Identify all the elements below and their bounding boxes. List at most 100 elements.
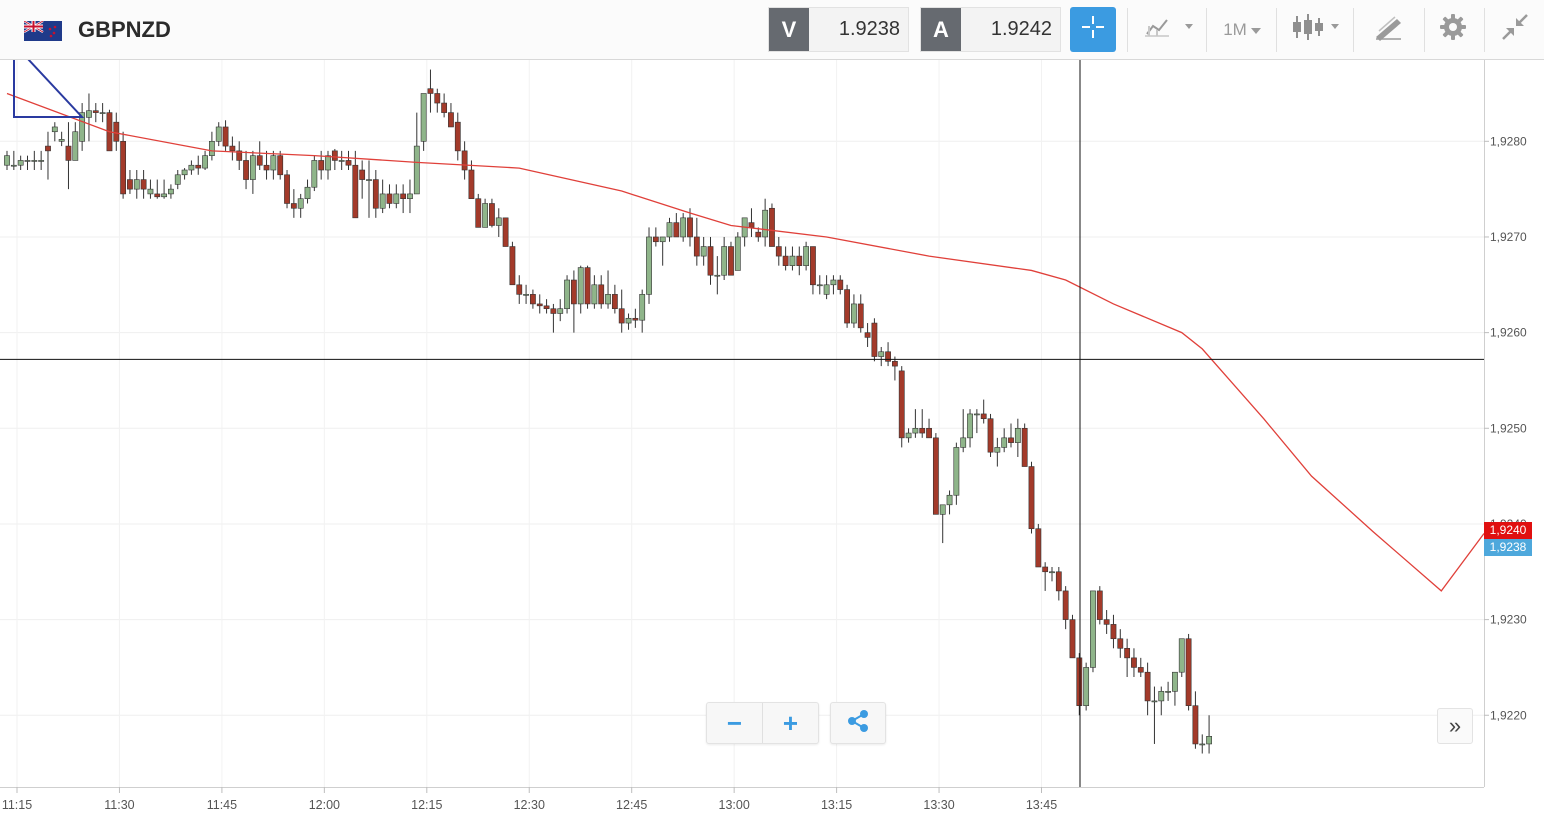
candle-up: [325, 155, 331, 171]
toolbar-divider: [1424, 8, 1425, 52]
candle-down: [598, 284, 605, 305]
price-tick-label: 1,9230: [1490, 613, 1527, 627]
candle-up: [86, 110, 92, 118]
candle-up: [51, 126, 58, 133]
candle-down: [277, 155, 284, 176]
candle-down: [461, 150, 468, 171]
candle-up: [953, 447, 960, 496]
candle-up: [482, 203, 488, 228]
candle-up: [714, 274, 721, 277]
candle-up: [878, 351, 885, 357]
price-axis: 1,92801,92701,92601,92501,92401,92301,92…: [1484, 134, 1527, 722]
candle-up: [209, 141, 215, 156]
candle-down: [693, 236, 700, 257]
candle-down: [652, 236, 659, 243]
toolbar-divider: [1127, 8, 1128, 52]
minus-icon: −: [726, 707, 743, 738]
candle-up: [202, 155, 208, 169]
candle-down: [256, 155, 263, 166]
candle-down: [441, 102, 448, 113]
share-button[interactable]: [830, 702, 886, 744]
zoom-in-button[interactable]: +: [762, 703, 818, 743]
candle-up: [577, 267, 584, 305]
candle-down: [728, 246, 734, 276]
candle-down: [844, 289, 850, 324]
candle-up: [133, 179, 140, 190]
candle-down: [1110, 624, 1117, 640]
candle-up: [1083, 667, 1090, 706]
candle-up: [523, 294, 529, 296]
collapse-icon: [1500, 12, 1530, 47]
chevron-down-icon: [1250, 21, 1261, 39]
candle-up: [905, 432, 912, 439]
triangle-drawing[interactable]: [13, 60, 85, 118]
candle-up: [147, 188, 154, 195]
sell-price: 1.9238: [838, 18, 900, 40]
zoom-out-button[interactable]: −: [707, 703, 762, 743]
gb-nz-flag-icon: [23, 20, 62, 41]
candle-down: [543, 305, 550, 310]
settings-button[interactable]: [1430, 7, 1476, 52]
scroll-to-latest-button[interactable]: »: [1437, 708, 1473, 744]
timeframe-value: 1M: [1223, 19, 1247, 39]
candle-down: [284, 174, 290, 204]
candle-down: [475, 198, 482, 228]
timeframe-button[interactable]: 1M: [1212, 7, 1272, 52]
candle-down: [707, 246, 714, 276]
sell-quote-button[interactable]: V 1.9238: [768, 7, 909, 52]
candle-up: [762, 209, 769, 238]
double-chevron-right-icon: »: [1448, 713, 1462, 738]
time-tick-label: 12:45: [616, 798, 647, 812]
candle-down: [290, 203, 297, 209]
candle-down: [195, 164, 202, 169]
toolbar-divider: [1484, 8, 1485, 52]
sell-price-tag: 1,9238: [1484, 539, 1532, 556]
fullscreen-button[interactable]: [1492, 7, 1538, 52]
time-tick-label: 13:45: [1026, 798, 1057, 812]
candle-down: [1021, 427, 1028, 467]
candle-up: [1199, 743, 1206, 746]
candle-down: [154, 193, 161, 198]
candle-down: [673, 222, 680, 238]
candle-up: [625, 317, 632, 324]
candlestick-series: [4, 69, 1212, 754]
candle-down: [1117, 638, 1124, 649]
price-chart[interactable]: 1,9280 1,9270 1,9260 1,9250 1,9240 1,9230 1,92…: [0, 60, 1544, 829]
candlestick-icon: [1289, 12, 1341, 47]
candle-down: [1144, 671, 1151, 702]
candle-up: [38, 160, 45, 162]
candle-up: [967, 413, 973, 439]
time-tick-label: 13:30: [923, 798, 954, 812]
candle-down: [871, 322, 878, 357]
candle-up: [816, 284, 823, 287]
chart-type-button[interactable]: [1284, 7, 1346, 52]
candle-down: [434, 93, 441, 104]
candle-down: [755, 231, 762, 238]
candle-up: [946, 494, 953, 506]
crosshair-button[interactable]: [1070, 7, 1116, 52]
drawing-tools-button[interactable]: [1362, 7, 1416, 52]
candle-down: [1137, 667, 1144, 673]
candle-up: [72, 131, 79, 161]
candle-down: [1076, 657, 1083, 706]
candle-down: [1192, 705, 1199, 745]
candle-down: [570, 279, 577, 305]
candle-down: [611, 294, 618, 310]
candle-up: [10, 164, 17, 167]
zoom-controls: − +: [706, 702, 819, 744]
candle-up: [366, 179, 372, 181]
candle-up: [994, 447, 1001, 453]
time-axis: 11:15 11:30 11:45 12:00 12:15 12:30 12:45 13:00…: [2, 787, 1057, 812]
candle-down: [400, 193, 407, 200]
candle-down: [352, 164, 359, 219]
candle-up: [960, 437, 967, 448]
buy-quote-button[interactable]: A 1.9242: [920, 7, 1061, 52]
candle-down: [618, 308, 625, 324]
share-icon: [845, 708, 871, 739]
instrument-symbol: GBPNZD: [78, 17, 171, 42]
toolbar-divider: [1206, 8, 1207, 52]
indicators-button[interactable]: [1136, 7, 1198, 52]
candle-down: [536, 303, 543, 307]
candle-down: [318, 160, 325, 171]
buy-price-tag: 1,9240: [1484, 522, 1532, 539]
